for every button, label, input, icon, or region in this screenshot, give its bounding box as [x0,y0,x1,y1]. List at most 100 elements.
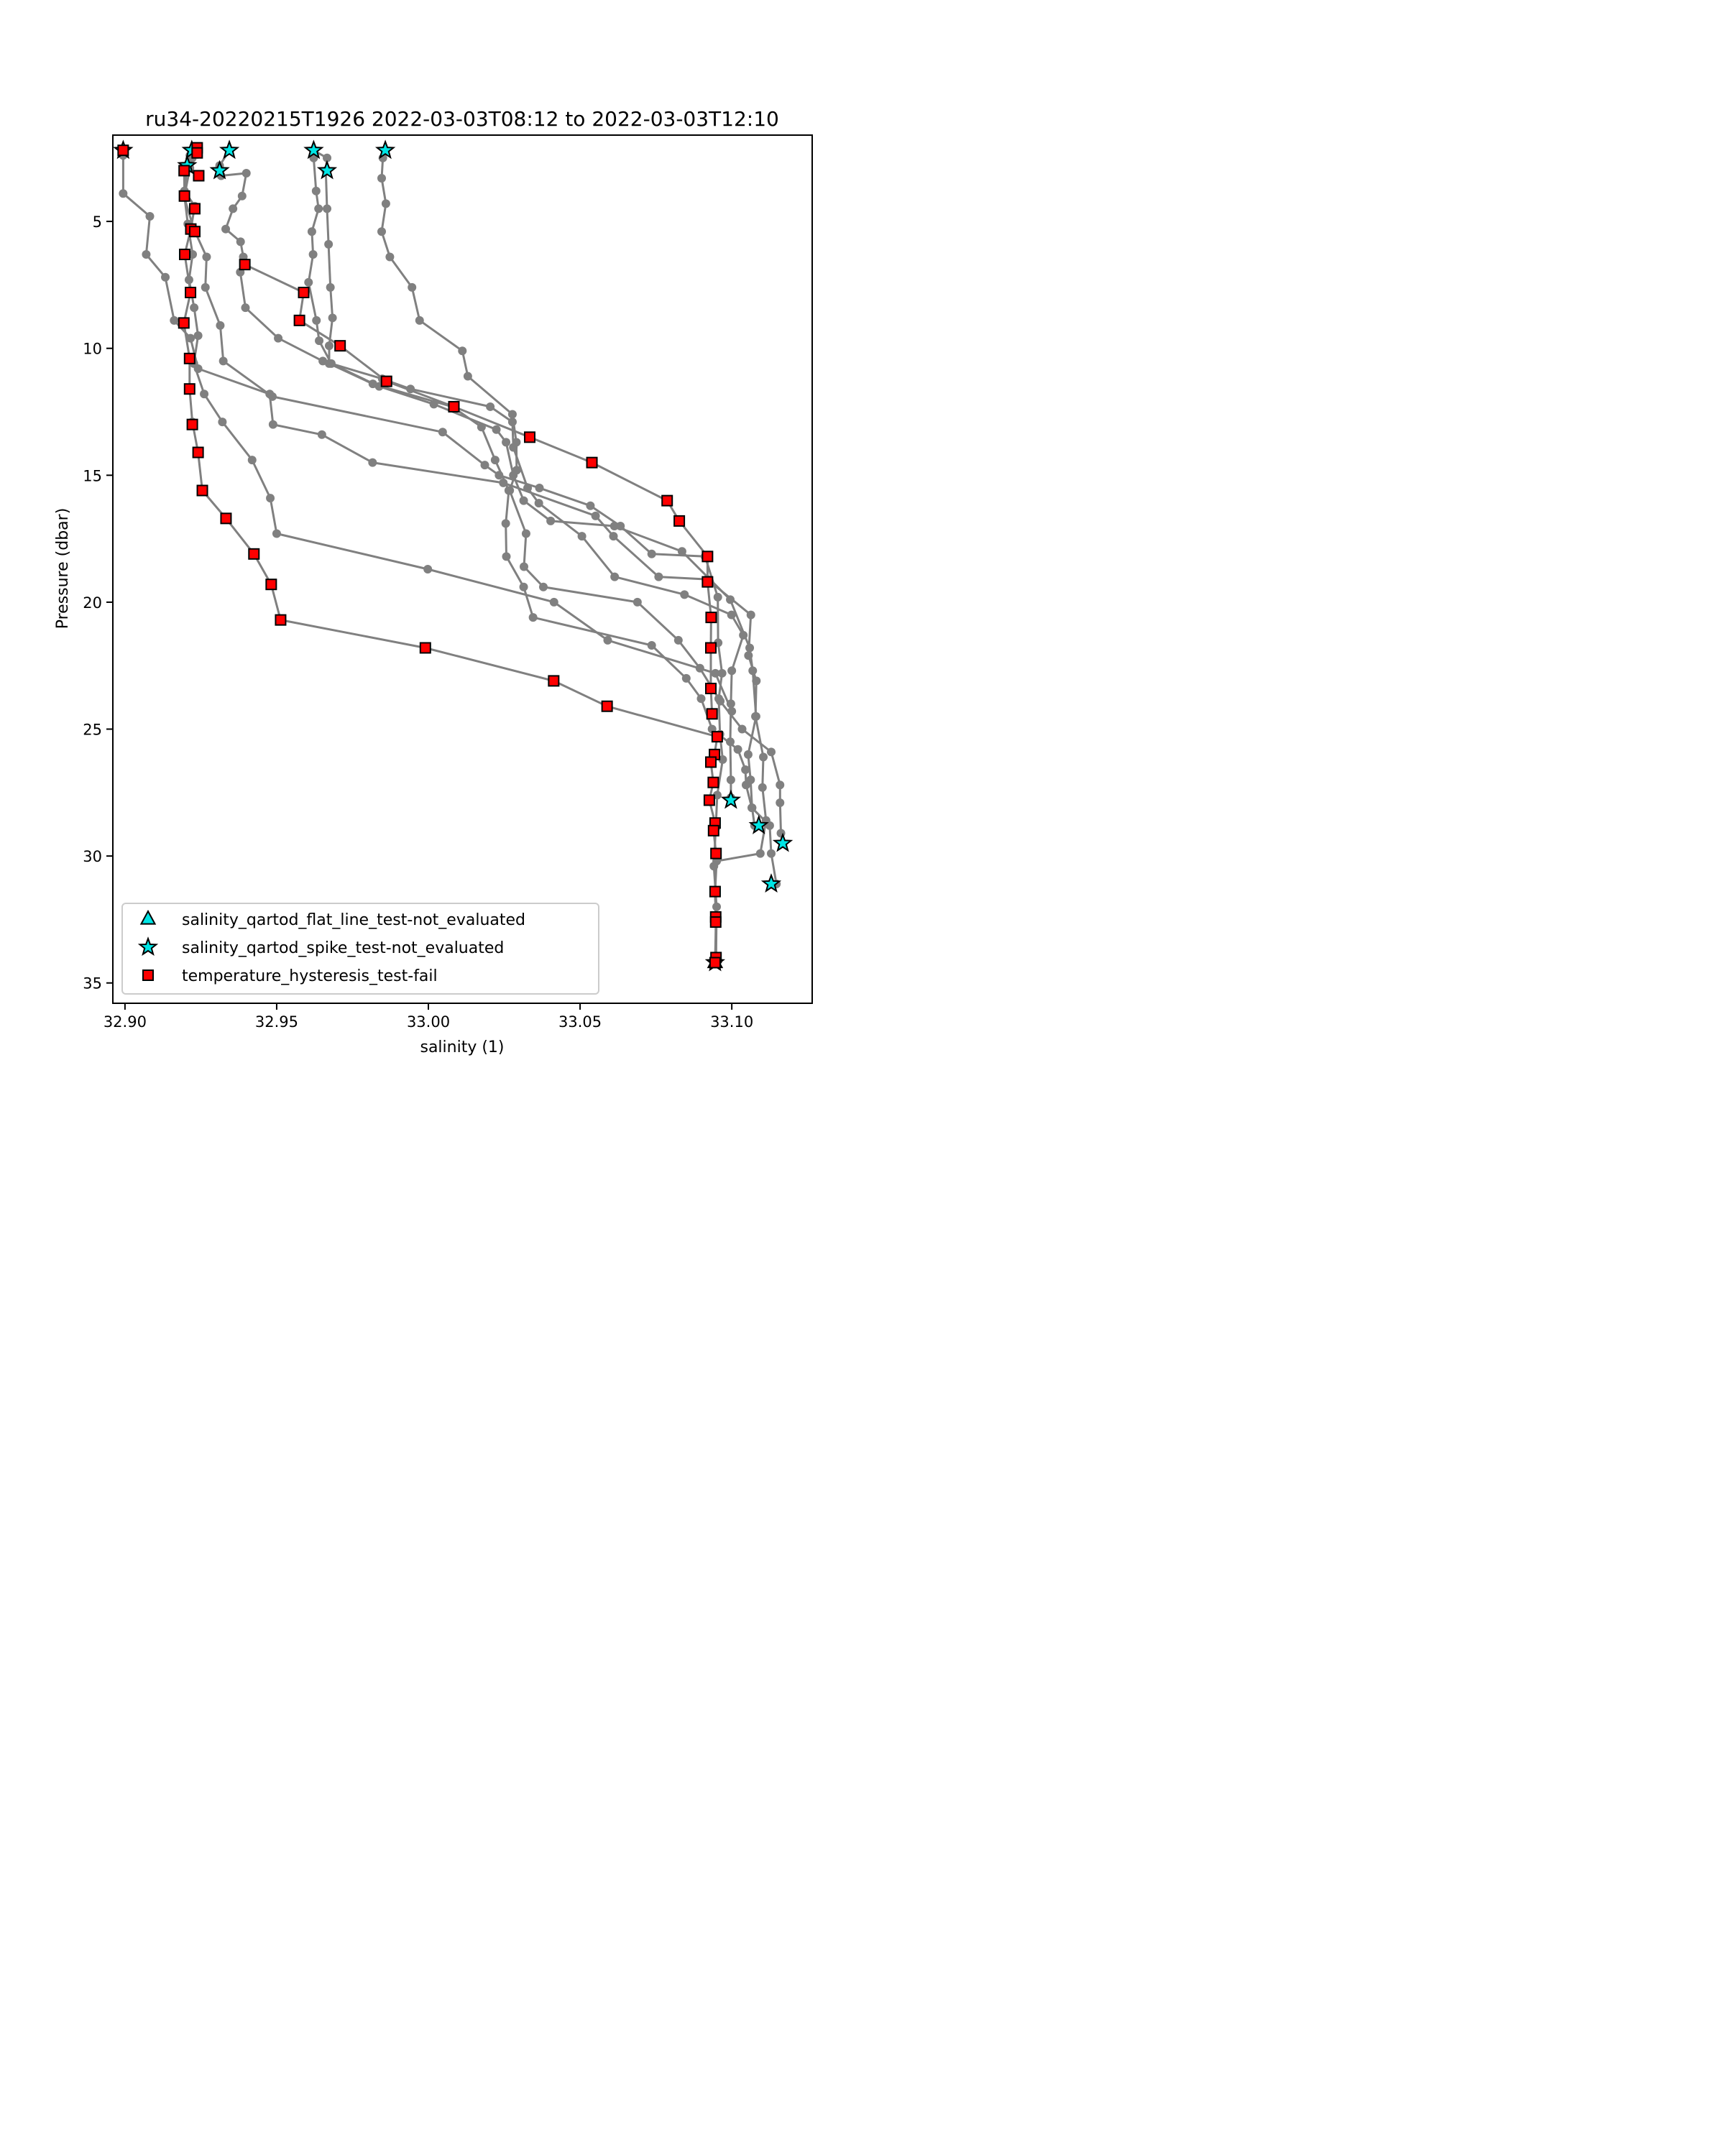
hysteresis-marker [220,512,232,525]
series-point [502,552,511,561]
series-point [776,798,785,807]
series-point [718,755,727,764]
series-point [767,849,776,858]
series-point [751,711,760,721]
x-tick-label: 32.90 [104,1013,147,1031]
series-point [268,420,277,429]
series-point [586,501,595,510]
series-point [190,303,199,313]
hysteresis-marker [711,731,723,743]
y-tick-label: 30 [83,848,102,865]
series-point [486,402,495,411]
hysteresis-marker [707,824,719,837]
series-point [767,747,776,757]
spike-marker [209,160,230,180]
series-line-9 [244,263,714,714]
series-point [610,572,620,581]
spike-marker [772,832,794,852]
hysteresis-marker [705,683,717,695]
series-point [236,237,245,247]
legend-label-spike: salinity_qartod_spike_test-not_evaluated [182,939,504,957]
series-point [312,315,321,325]
series-point [377,174,387,183]
series-point [423,565,433,573]
x-tick-label: 33.05 [558,1013,602,1031]
x-tick-label: 32.95 [255,1013,298,1031]
series-point [385,252,395,262]
series-point [647,549,656,558]
hysteresis-marker [586,456,598,469]
series-point [193,331,203,341]
series-point [546,516,556,525]
series-point [237,191,247,201]
series-point [726,699,735,709]
hysteresis-marker [239,259,251,271]
hysteresis-marker [275,614,287,626]
series-point [200,390,209,399]
legend-label-flat-line: salinity_qartod_flat_line_test-not_evalu… [182,911,525,929]
series-point [711,668,720,678]
series-point [315,336,324,346]
series-point [201,282,210,292]
series-point [746,610,755,619]
hysteresis-marker [179,249,191,261]
series-point [534,499,543,508]
series-point [324,359,334,368]
series-point [241,303,250,313]
hysteresis-marker [248,548,260,560]
spike-marker [374,139,396,160]
hysteresis-marker [293,314,305,326]
spike-marker [760,873,782,893]
series-point [538,582,548,591]
chart-figure: ru34-20220215T1926 2022-03-03T08:12 to 2… [0,0,891,1114]
series-point [326,282,335,292]
series-point [368,379,377,389]
series-point [216,321,225,330]
series-point [408,282,417,292]
hysteresis-marker [709,957,721,969]
series-point [501,519,510,528]
y-tick-label: 35 [83,975,102,992]
series-point [727,610,736,619]
series-point [324,239,334,249]
series-point [519,562,528,571]
series-point [717,668,727,678]
hysteresis-marker [707,776,719,788]
series-point [603,635,612,645]
series-point [145,212,155,221]
series-point [480,461,489,470]
hysteresis-marker [703,794,715,806]
series-point [733,745,742,754]
series-point [218,418,227,427]
series-point [521,529,530,538]
series-point [307,227,316,236]
hysteresis-marker [178,190,190,202]
series-point [535,483,544,492]
hysteresis-marker [183,383,196,395]
hysteresis-marker [705,642,717,654]
hysteresis-marker [705,756,717,768]
series-point [490,456,500,465]
hysteresis-marker [524,431,536,443]
series-point [577,532,586,541]
hysteresis-marker [710,847,722,860]
series-point [247,456,257,465]
legend-box [121,903,599,995]
series-point [218,356,228,366]
spike-marker [316,160,338,180]
series-point [323,204,332,213]
series-point [492,425,501,434]
hysteresis-marker [334,340,346,352]
series-point [266,494,275,503]
series-point [716,696,725,706]
x-tick-label: 33.00 [407,1013,450,1031]
series-point [709,862,719,871]
series-point [647,640,656,650]
hysteresis-marker [705,612,717,624]
series-point [696,694,706,704]
series-point [324,341,334,351]
y-tick-label: 20 [83,594,102,612]
series-point [304,277,313,287]
series-point [677,547,686,556]
series-point [610,521,619,530]
